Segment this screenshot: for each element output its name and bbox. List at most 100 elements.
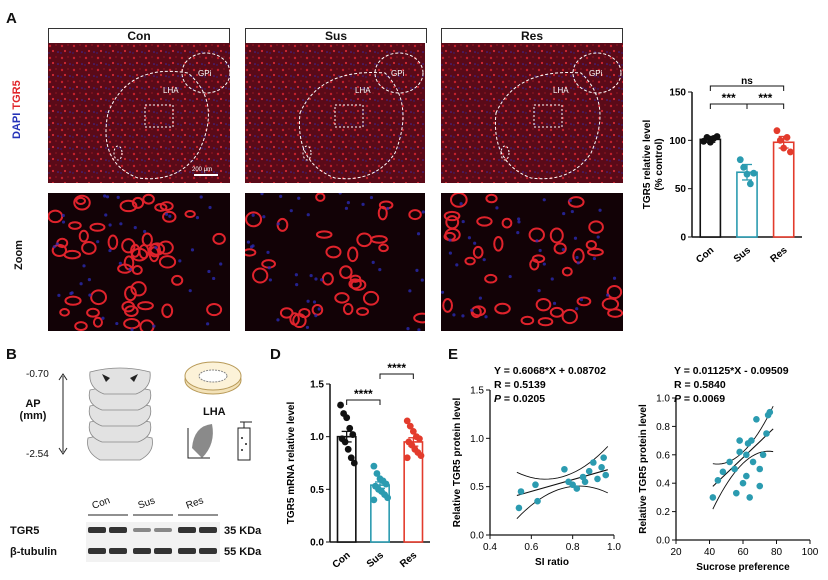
data-point [561, 465, 568, 473]
nucleus [470, 308, 474, 312]
cell [107, 234, 119, 250]
nucleus [517, 217, 521, 221]
data-point [733, 489, 740, 497]
cell [73, 194, 91, 211]
nucleus [579, 298, 584, 302]
nucleus [251, 213, 255, 217]
cell [154, 202, 168, 212]
data-point [736, 437, 743, 444]
data-point [746, 494, 753, 501]
data-point [743, 451, 750, 459]
nucleus [369, 195, 374, 200]
cell [356, 307, 370, 316]
cell [413, 312, 425, 324]
panel-letter-d: D [270, 346, 281, 363]
x-axis-label: Sucrose preference [696, 562, 790, 573]
x-tick-label: 60 [737, 547, 749, 558]
cell [298, 307, 311, 319]
gpi-label-sus: GPi [391, 69, 405, 78]
y-tick-label: 0.8 [656, 422, 670, 433]
data-point [746, 180, 754, 188]
scatter-chart-e2: 20 40 60 80 100 0.0 0.2 0.4 0.6 0.8 1.0 Sucrose pre… [638, 365, 819, 573]
data-point [749, 458, 757, 466]
cell [212, 232, 226, 245]
cell [89, 222, 106, 232]
nucleus [195, 216, 200, 220]
nucleus [459, 202, 463, 206]
cell [325, 245, 342, 259]
data-point [736, 448, 743, 456]
data-point [532, 481, 539, 489]
significance-bracket [709, 85, 785, 91]
cell [501, 217, 513, 229]
cell [315, 193, 326, 202]
nucleus [306, 299, 310, 303]
x-tick-label: Res [768, 245, 789, 266]
nucleus [268, 278, 272, 282]
cell [51, 243, 68, 258]
nucleus [455, 263, 459, 267]
cell [464, 256, 476, 266]
cell [601, 297, 620, 311]
nucleus [317, 307, 321, 311]
data-point [703, 134, 711, 141]
nucleus [415, 268, 419, 273]
panel-letter-b: B [6, 346, 17, 363]
y-tick-label: 100 [669, 136, 686, 147]
data-point [573, 485, 581, 492]
nucleus [448, 251, 452, 255]
data-point [373, 470, 381, 477]
cell [315, 230, 333, 239]
data-point [783, 134, 791, 141]
x-tick-label: 0.8 [566, 542, 580, 553]
nucleus [61, 220, 66, 224]
y-tick-label: 1.0 [310, 432, 324, 443]
nucleus [207, 269, 211, 274]
nucleus [598, 208, 602, 212]
significance-bracket [746, 103, 785, 109]
nucleus [575, 307, 579, 311]
data-point [343, 414, 351, 422]
wb-size-tgr5: 35 KDa [224, 525, 262, 537]
y-tick-label: 1.0 [656, 394, 670, 405]
cell [443, 210, 461, 222]
nucleus [104, 213, 108, 217]
cell [549, 306, 564, 318]
p-symbol: P [494, 393, 502, 405]
cell [161, 303, 174, 319]
wb-size-tubulin: 55 KDa [224, 546, 262, 558]
nucleus [605, 293, 610, 297]
regression-line [516, 469, 608, 497]
nucleus [378, 268, 382, 272]
data-point [743, 472, 750, 480]
nucleus [452, 313, 456, 317]
cell [339, 265, 353, 280]
cell [535, 297, 552, 312]
panel-letter-e: E [448, 346, 459, 363]
bar-con [336, 435, 357, 543]
bar-chart-d: 0.0 0.5 1.0 1.5 Con Sus Res TGR5 mRNA relative … [286, 361, 430, 571]
nucleus [570, 209, 574, 214]
nucleus [246, 240, 251, 244]
ap-label: AP (mm) [18, 398, 48, 422]
data-point [766, 408, 774, 416]
wb-group-lines [88, 514, 218, 516]
cell [92, 316, 103, 328]
nucleus [417, 328, 421, 331]
data-point [719, 468, 727, 476]
nucleus [467, 236, 472, 240]
regression-equation: Y = 0.01125*X - 0.09509 [674, 365, 789, 377]
nucleus [406, 327, 410, 331]
nucleus [421, 210, 425, 214]
x-axis-label: SI ratio [535, 557, 569, 568]
cell [520, 315, 535, 326]
data-point [517, 488, 525, 495]
data-point [417, 452, 425, 460]
wb-label-sus: Sus [136, 495, 157, 512]
micrograph-sus: LHA GPi [245, 43, 425, 183]
y-axis-label: Relative TGR5 protein level [452, 398, 463, 528]
cell [206, 303, 223, 317]
gpi-label-res: GPi [589, 69, 603, 78]
nucleus [346, 201, 350, 205]
data-point [585, 467, 593, 475]
